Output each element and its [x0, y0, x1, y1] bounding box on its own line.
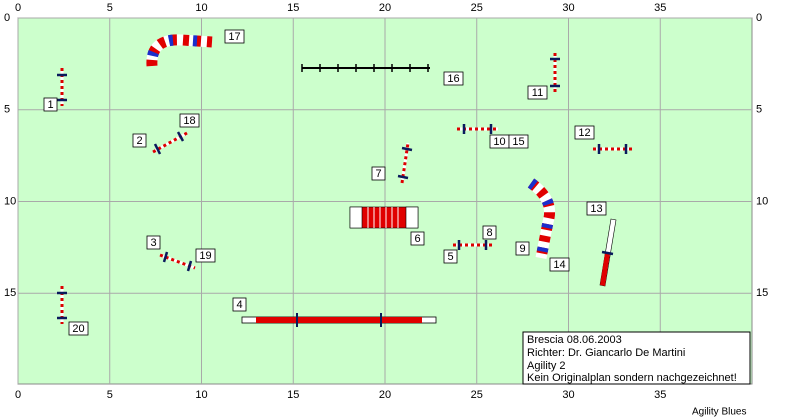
- y-tick-label: 5: [756, 104, 762, 116]
- x-tick-label: 30: [562, 389, 574, 401]
- x-tick-label: 5: [107, 389, 113, 401]
- obstacle-number: 14: [553, 259, 565, 271]
- y-tick-label: 10: [4, 195, 16, 207]
- obstacle-number: 12: [578, 127, 590, 139]
- obstacle-number: 2: [136, 135, 142, 147]
- post: [162, 251, 169, 263]
- y-tick-label: 15: [756, 287, 768, 299]
- obstacle-number: 11: [532, 87, 543, 99]
- label-box: [410, 231, 425, 246]
- info-box: Brescia 08.06.2003 Richter: Dr. Giancarl…: [522, 331, 751, 385]
- obstacle-number: 15: [512, 136, 524, 148]
- post: [401, 146, 413, 152]
- x-tick-label: 0: [15, 2, 21, 14]
- post: [186, 260, 193, 272]
- tunnel: [146, 34, 213, 67]
- x-tick-label: 20: [379, 389, 391, 401]
- post: [153, 143, 162, 155]
- label-box: [179, 113, 200, 128]
- info-line: Kein Originalplan sondern nachgezeichnet…: [527, 372, 737, 384]
- dog-walk-support: [296, 313, 382, 327]
- obstacle-number: 6: [414, 233, 420, 245]
- x-tick-label: 0: [15, 389, 21, 401]
- info-frame: [522, 331, 751, 385]
- info-line: Agility 2: [527, 360, 566, 372]
- label-box: [224, 29, 245, 44]
- footer: Agility Blues: [692, 407, 746, 418]
- obstacle-number: 13: [590, 203, 602, 215]
- y-tick-label: 15: [4, 287, 16, 299]
- y-tick-label: 10: [756, 195, 768, 207]
- label-box: [146, 235, 161, 250]
- x-tick-label: 10: [195, 389, 207, 401]
- obstacle-number: 10: [493, 136, 505, 148]
- label-box: [508, 134, 529, 149]
- obstacle-number: 1: [47, 99, 53, 111]
- label-box: [443, 249, 458, 264]
- label-box: [371, 166, 386, 181]
- seesaw-contact: [600, 253, 610, 286]
- post: [397, 174, 409, 180]
- obstacle-number: 17: [228, 31, 240, 43]
- y-tick-label: 0: [4, 12, 10, 24]
- tunnel-rib: [367, 207, 399, 228]
- label-box: [527, 85, 548, 100]
- label-box: [515, 241, 530, 256]
- obstacle-number: 7: [375, 168, 381, 180]
- label-box: [443, 71, 464, 86]
- x-tick-label: 25: [471, 389, 483, 401]
- label-box: [68, 321, 89, 336]
- dog-walk-contact: [256, 317, 422, 323]
- tunnel-end: [349, 206, 363, 229]
- x-tick-label: 10: [195, 2, 207, 14]
- obstacle-number: 18: [183, 115, 195, 127]
- obstacle-number: 16: [447, 73, 459, 85]
- label-box: [482, 225, 497, 240]
- x-tick-label: 15: [287, 389, 299, 401]
- obstacle-number: 8: [486, 227, 492, 239]
- x-tick-label: 35: [654, 389, 666, 401]
- x-tick-label: 35: [654, 2, 666, 14]
- x-tick-label: 20: [379, 2, 391, 14]
- obstacle-number: 3: [150, 237, 156, 249]
- obstacle-number: 19: [199, 250, 211, 262]
- obstacles: [57, 34, 632, 327]
- y-tick-label: 5: [4, 104, 10, 116]
- info-line: Richter: Dr. Giancarlo De Martini: [527, 347, 685, 359]
- label-box: [232, 297, 247, 312]
- post: [176, 131, 185, 142]
- tunnel-end: [405, 206, 419, 229]
- grid: [17, 17, 752, 384]
- x-tick-label: 30: [562, 2, 574, 14]
- seesaw-pivot: [601, 250, 614, 256]
- label-box: [132, 133, 147, 148]
- y-tick-label: 0: [756, 12, 762, 24]
- obstacle-number: 9: [519, 243, 525, 255]
- obstacle-number: 4: [236, 299, 242, 311]
- obstacle-number: 5: [447, 251, 453, 263]
- x-tick-label: 25: [471, 2, 483, 14]
- obstacle-number: 20: [72, 323, 84, 335]
- x-tick-label: 15: [287, 2, 299, 14]
- label-box: [43, 97, 58, 112]
- label-box: [549, 257, 570, 272]
- label-box: [574, 125, 595, 140]
- x-tick-label: 5: [107, 2, 113, 14]
- label-box: [195, 248, 216, 263]
- tunnel: [527, 178, 556, 260]
- info-line: Brescia 08.06.2003: [527, 334, 622, 346]
- weave-pole: [301, 64, 429, 72]
- label-box: [586, 201, 607, 216]
